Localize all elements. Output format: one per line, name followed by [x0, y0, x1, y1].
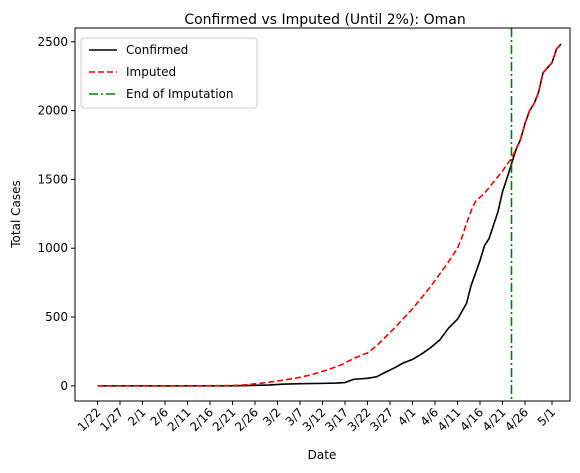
y-axis-label: Total Cases [9, 180, 23, 248]
x-axis-label: Date [308, 448, 337, 462]
y-tick-label: 1000 [37, 241, 68, 255]
legend-box [80, 37, 258, 109]
legend-label-end-of-imputation: End of Imputation [126, 87, 234, 101]
legend-label-imputed: Imputed [126, 65, 176, 79]
y-tick-label: 0 [60, 379, 68, 393]
y-tick-label: 1500 [37, 172, 68, 186]
plot-area [97, 28, 562, 401]
y-tick-label: 2500 [37, 35, 68, 49]
chart-title: Confirmed vs Imputed (Until 2%): Oman [184, 12, 465, 28]
legend-label-confirmed: Confirmed [126, 43, 188, 57]
y-axis: 0 500 1000 1500 2000 2500 [37, 35, 75, 393]
series-imputed-line [97, 43, 562, 387]
y-tick-label: 2000 [37, 104, 68, 118]
series-confirmed-line [97, 43, 562, 387]
legend: Confirmed Imputed End of Imputation [80, 37, 258, 109]
y-tick-label: 500 [45, 310, 68, 324]
